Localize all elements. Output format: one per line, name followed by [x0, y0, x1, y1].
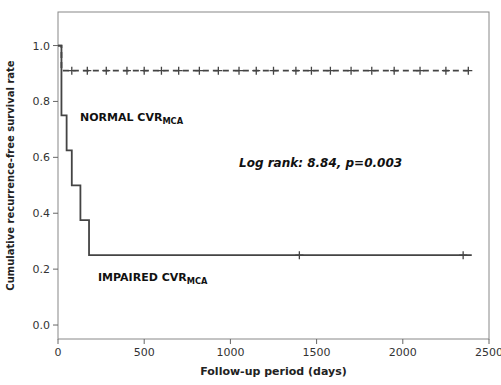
y-tick-label: 0.8	[33, 95, 51, 108]
censor-mark	[235, 67, 243, 75]
censor-mark	[390, 67, 398, 75]
y-tick-label: 0.6	[33, 151, 51, 164]
censor-mark	[68, 67, 76, 75]
x-tick-label: 2000	[389, 346, 417, 359]
censor-mark	[442, 67, 450, 75]
censor-mark	[175, 67, 183, 75]
censor-mark	[292, 67, 300, 75]
censor-mark	[307, 67, 315, 75]
x-tick-label: 1500	[303, 346, 331, 359]
survival-curve	[58, 46, 472, 256]
censor-mark	[326, 67, 334, 75]
annotation-subscript: MCA	[162, 116, 183, 126]
censor-mark	[214, 67, 222, 75]
survival-curve	[58, 46, 472, 71]
y-tick	[53, 101, 58, 102]
x-tick-label: 1000	[216, 346, 244, 359]
x-tick-label: 2500	[475, 346, 501, 359]
annotation: NORMAL CVRMCA	[80, 111, 184, 126]
x-tick	[58, 339, 59, 344]
y-tick	[53, 213, 58, 214]
censor-mark	[368, 67, 376, 75]
y-tick-label: 0.4	[33, 207, 51, 220]
x-axis-label: Follow-up period (days)	[200, 365, 347, 378]
censor-mark	[252, 67, 260, 75]
y-tick	[53, 325, 58, 326]
y-tick-label: 0.2	[33, 263, 51, 276]
x-tick-label: 0	[55, 346, 62, 359]
y-axis-label: Cumulative recurrence-free survival rate	[5, 60, 16, 290]
censor-mark	[83, 67, 91, 75]
censor-mark	[123, 67, 131, 75]
censor-mark	[464, 67, 472, 75]
x-tick	[489, 339, 490, 344]
y-tick	[53, 269, 58, 270]
chart: 0 500 1000 1500 2000 2500 0.0 0.2 0.4 0.6 0.8 1.0 Fo…	[0, 0, 501, 385]
censor-mark	[270, 67, 278, 75]
annotation-text: Log rank: 8.84, p=0.003	[239, 156, 402, 170]
y-tick	[53, 157, 58, 158]
plot-frame	[58, 12, 489, 339]
censor-mark	[416, 67, 424, 75]
x-tick-label: 500	[134, 346, 155, 359]
annotation: Log rank: 8.84, p=0.003	[239, 156, 402, 170]
x-tick	[316, 339, 317, 344]
censor-mark	[102, 67, 110, 75]
censor-mark	[295, 251, 303, 259]
axes: 0 500 1000 1500 2000 2500 0.0 0.2 0.4 0.6 0.8 1.0	[33, 40, 501, 359]
x-tick	[402, 339, 403, 344]
y-tick-label: 1.0	[33, 40, 51, 53]
x-tick	[144, 339, 145, 344]
censor-mark	[459, 251, 467, 259]
censor-mark	[195, 67, 203, 75]
censor-mark	[347, 67, 355, 75]
censor-mark	[140, 67, 148, 75]
annotation-text: NORMAL CVR	[80, 111, 163, 124]
annotation: IMPAIRED CVRMCA	[98, 271, 208, 286]
y-tick-label: 0.0	[33, 319, 51, 332]
censor-mark	[157, 67, 165, 75]
plot-data	[58, 46, 472, 260]
x-tick	[230, 339, 231, 344]
annotation-text: IMPAIRED CVR	[98, 271, 187, 284]
y-tick	[53, 45, 58, 46]
annotation-subscript: MCA	[187, 276, 208, 286]
